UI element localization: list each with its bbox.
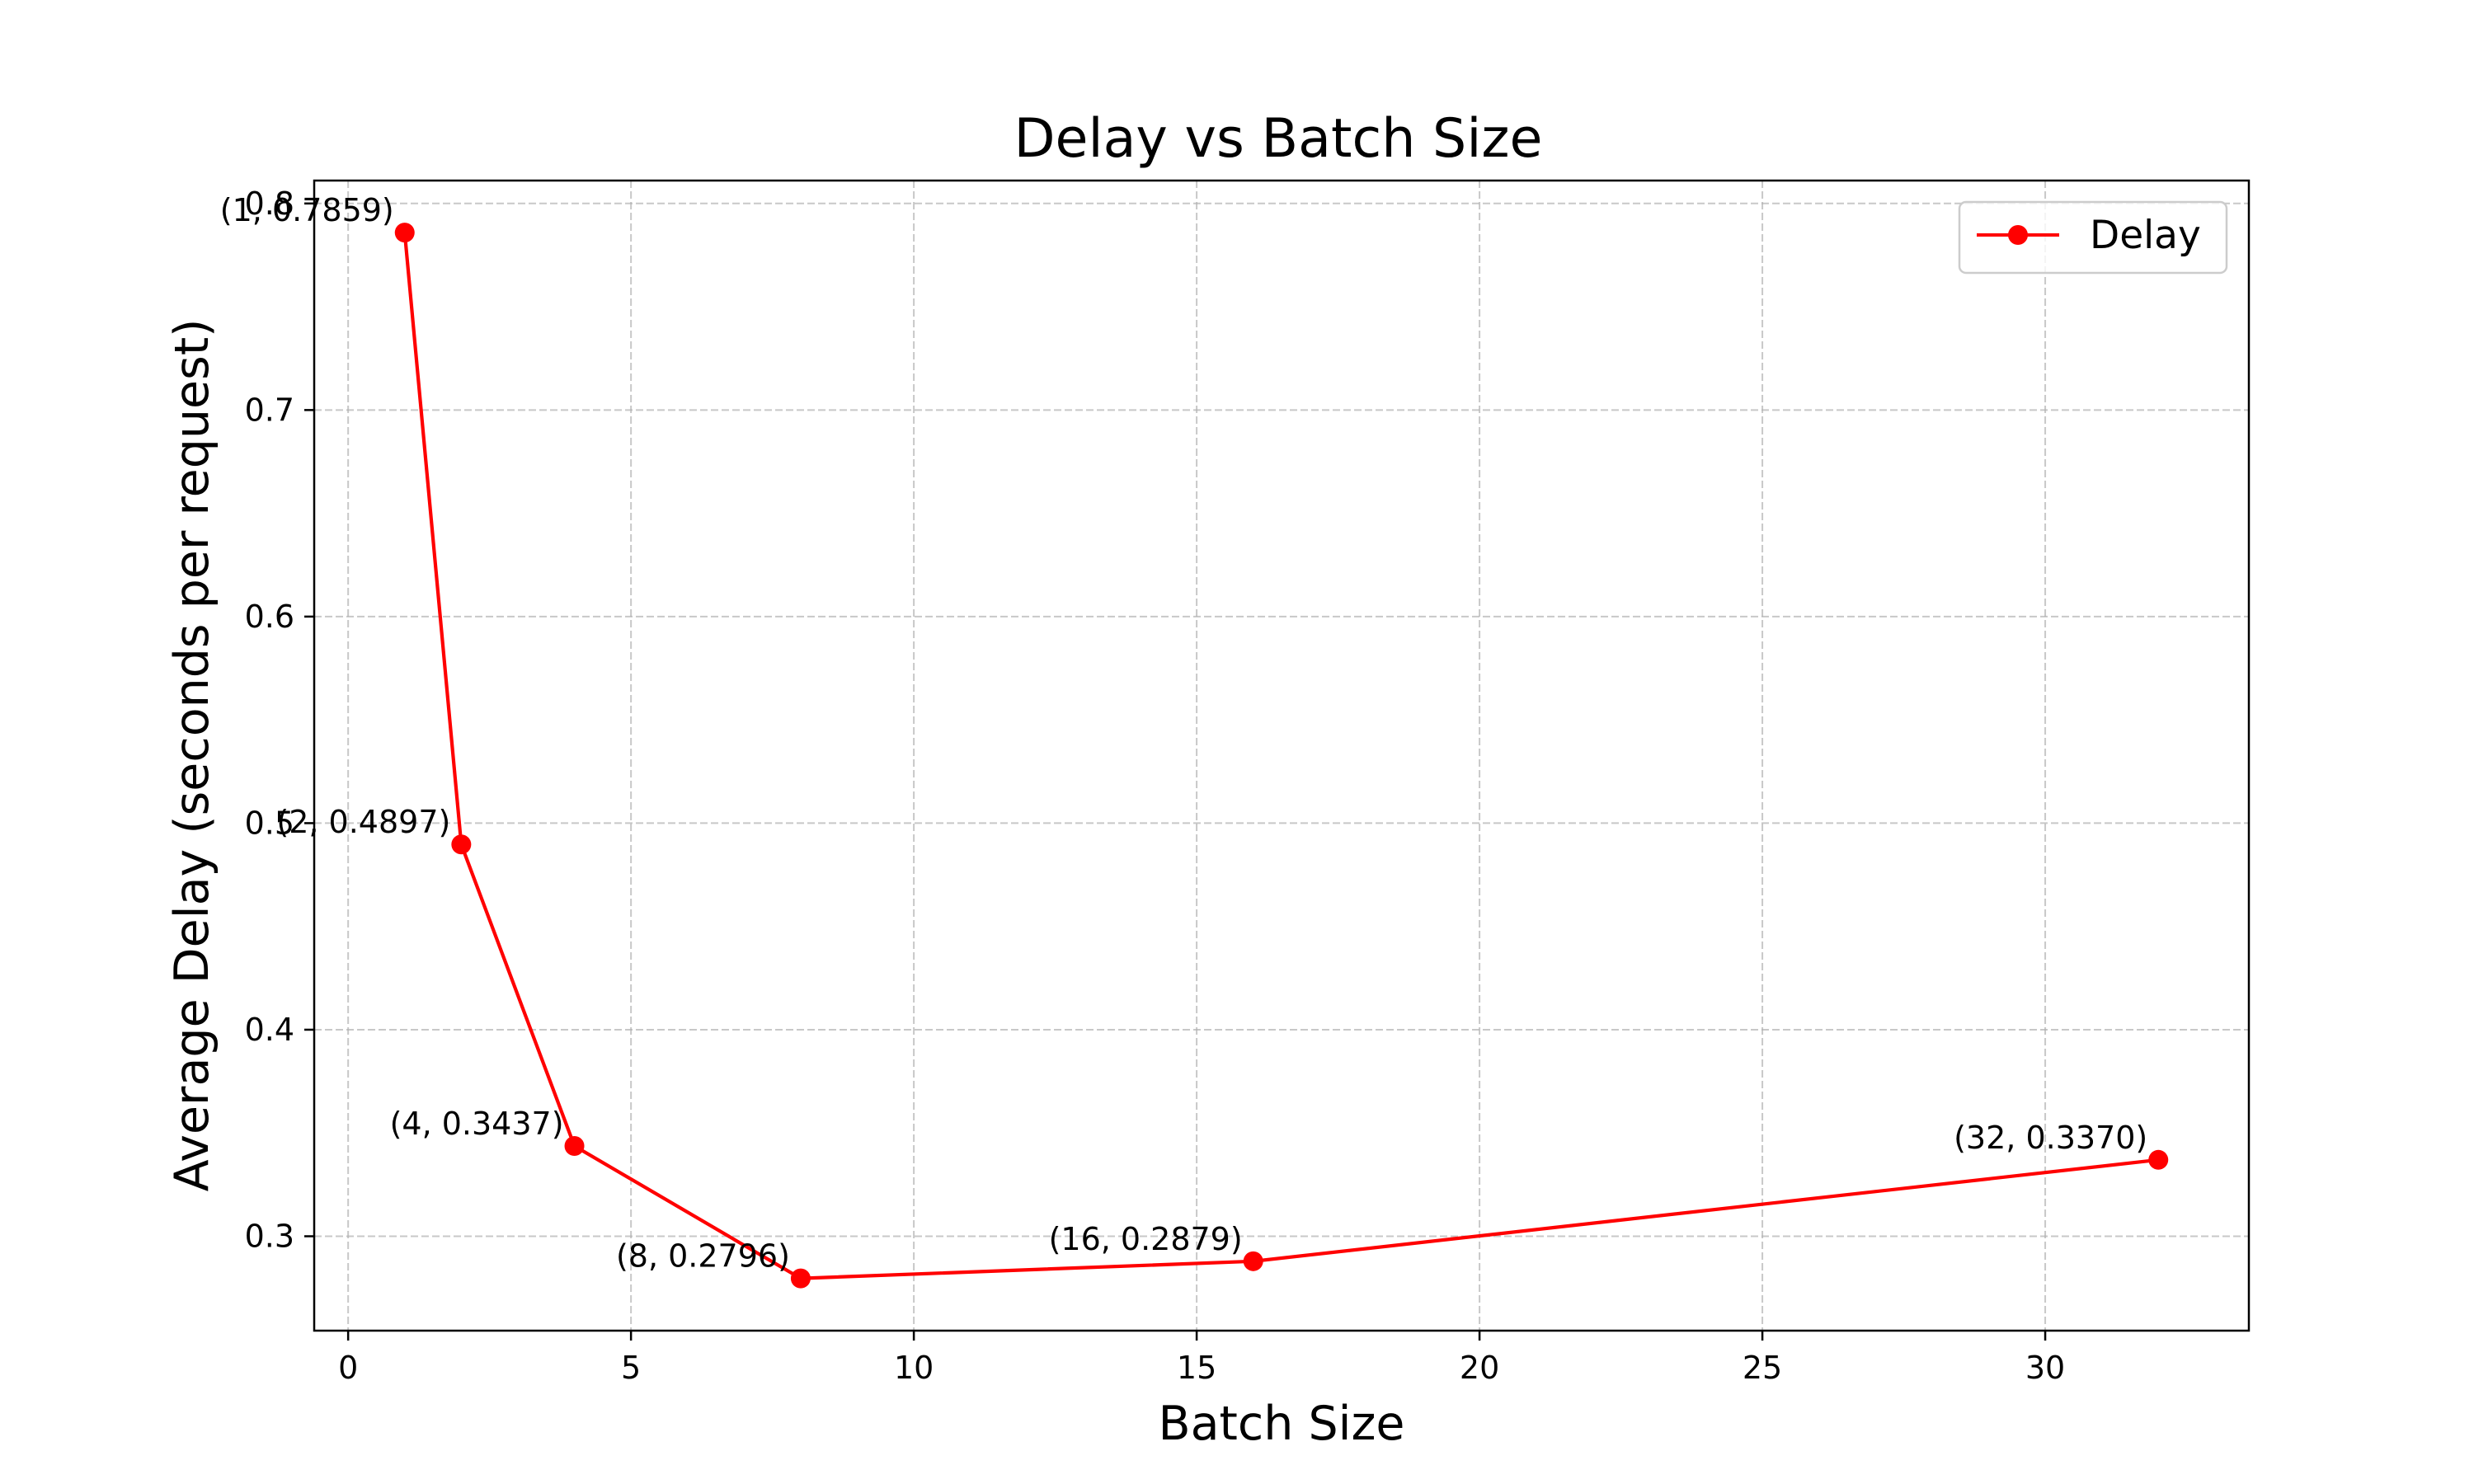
grid-layer xyxy=(314,181,2249,1331)
x-ticks: 0 5 10 15 20 25 30 xyxy=(338,1331,2065,1386)
annotation-layer: (1, 0.7859) (2, 0.4897) (4, 0.3437) (8, 0.2… xyxy=(220,192,2147,1274)
y-tick-label: 0.4 xyxy=(245,1012,294,1048)
x-tick-label: 20 xyxy=(1460,1350,1499,1386)
data-point xyxy=(451,834,472,855)
data-label: (16, 0.2879) xyxy=(1049,1221,1243,1257)
data-point xyxy=(2148,1149,2169,1170)
y-tick-label: 0.6 xyxy=(245,599,294,635)
legend: Delay xyxy=(1958,200,2228,275)
y-tick-label: 0.3 xyxy=(245,1219,294,1255)
y-tick-label: 0.7 xyxy=(245,392,294,428)
y-ticks: 0.3 0.4 0.5 0.6 0.7 0.8 xyxy=(245,186,314,1255)
x-tick-label: 15 xyxy=(1177,1350,1216,1386)
y-axis-label: Average Delay (seconds per request) xyxy=(165,319,219,1192)
y-tick-label: 0.8 xyxy=(245,186,294,222)
data-label: (1, 0.7859) xyxy=(220,192,394,228)
x-tick-label: 0 xyxy=(338,1350,358,1386)
data-point xyxy=(564,1136,585,1157)
x-tick-label: 30 xyxy=(2025,1350,2065,1386)
data-point xyxy=(790,1268,811,1289)
y-tick-label: 0.5 xyxy=(245,805,294,841)
x-tick-label: 25 xyxy=(1743,1350,1782,1386)
series-line-delay xyxy=(402,232,2159,1280)
plot-frame xyxy=(313,179,2251,1332)
x-tick-label: 5 xyxy=(621,1350,641,1386)
data-label: (2, 0.4897) xyxy=(276,804,450,840)
x-axis-label: Batch Size xyxy=(1159,1397,1405,1451)
data-label: (32, 0.3370) xyxy=(1954,1120,2147,1156)
data-label: (8, 0.2796) xyxy=(616,1238,790,1275)
x-tick-label: 10 xyxy=(894,1350,934,1386)
data-point xyxy=(1243,1251,1263,1271)
chart-title: Delay vs Batch Size xyxy=(1014,108,1543,170)
data-label: (4, 0.3437) xyxy=(390,1106,564,1142)
legend-label-delay: Delay xyxy=(2090,213,2201,258)
data-point xyxy=(394,223,415,243)
legend-box xyxy=(1958,200,2228,275)
series-layer xyxy=(394,223,2169,1289)
legend-marker xyxy=(2008,225,2028,245)
